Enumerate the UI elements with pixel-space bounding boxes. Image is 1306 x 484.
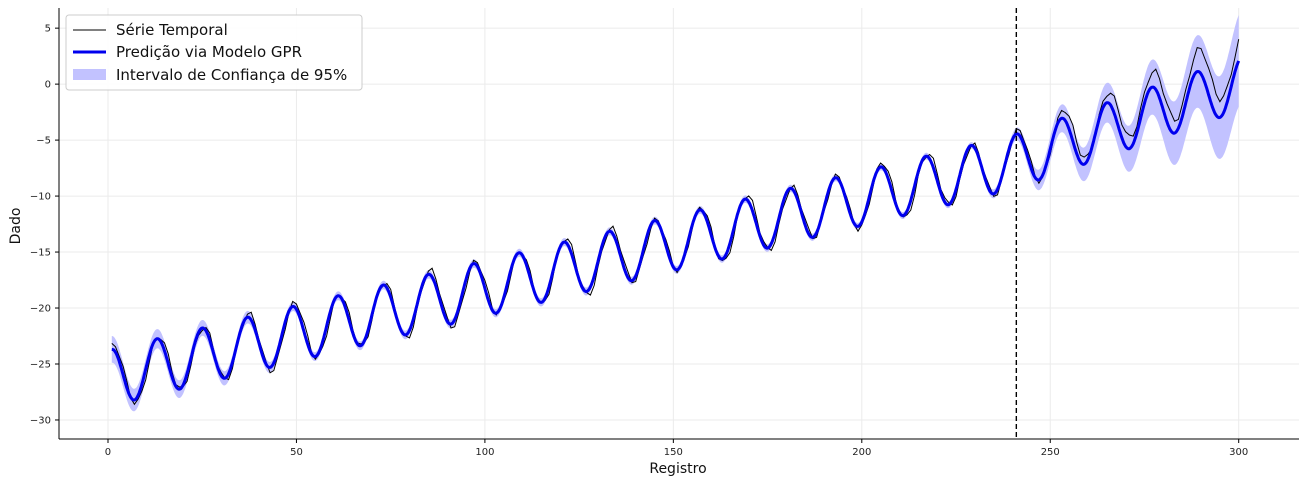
- x-tick-label-0: 0: [105, 447, 111, 458]
- prediction-line: [111, 60, 1241, 402]
- legend-swatch-confidence: [73, 69, 106, 80]
- y-tick-label-1: 0: [45, 80, 51, 91]
- confidence-band: [111, 15, 1239, 412]
- legend: Série Temporal Predição via Modelo GPR I…: [65, 14, 363, 91]
- x-tick-label-6: 300: [1229, 447, 1248, 458]
- y-tick-label-7: −30: [30, 415, 51, 426]
- x-tick-label-2: 100: [475, 447, 494, 458]
- legend-label-prediction: Predição via Modelo GPR: [116, 43, 302, 61]
- x-axis-title: Registro: [649, 461, 706, 477]
- confidence-band-layer: [111, 15, 1239, 412]
- x-tick-label-4: 200: [852, 447, 871, 458]
- x-tick-label-3: 150: [664, 447, 683, 458]
- y-tick-label-5: −20: [30, 304, 51, 315]
- y-tick-label-4: −15: [30, 248, 51, 259]
- y-tick-label-3: −10: [30, 192, 51, 203]
- x-tick-label-1: 50: [290, 447, 303, 458]
- prediction-layer: [111, 60, 1241, 402]
- y-axis-title: Dado: [8, 208, 24, 245]
- y-tick-label-6: −25: [30, 359, 51, 370]
- y-tick-label-0: 5: [45, 24, 51, 35]
- x-tick-label-5: 250: [1041, 447, 1060, 458]
- legend-frame: [65, 14, 363, 91]
- legend-label-confidence: Intervalo de Confiança de 95%: [116, 66, 347, 84]
- y-tick-label-2: −5: [36, 136, 51, 147]
- axes: [58, 8, 1299, 440]
- legend-label-time-series: Série Temporal: [116, 21, 228, 39]
